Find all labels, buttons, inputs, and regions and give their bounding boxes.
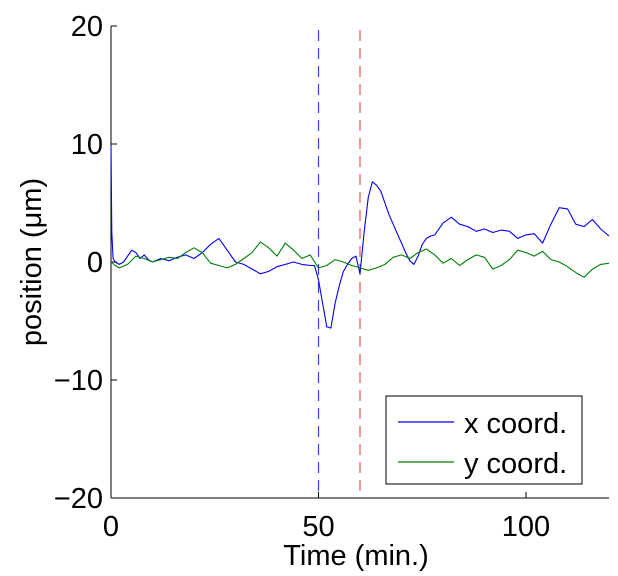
legend-label-y-coord: y coord. (464, 448, 567, 480)
y-tick-label: 0 (87, 247, 103, 279)
series-group (110, 146, 610, 329)
y-axis-label: position (μm) (16, 178, 48, 346)
legend-label-x-coord: x coord. (464, 408, 567, 440)
legend-box (385, 395, 583, 485)
x-tick-label: 100 (502, 511, 550, 543)
x-tick-label: 50 (302, 511, 334, 543)
y-tick-label: 20 (71, 11, 103, 43)
legend: x coord. y coord. (385, 395, 583, 485)
ticks: 0 50 100 −20 −10 0 10 20 (54, 11, 550, 543)
series-line-y-coord (110, 241, 610, 278)
series-line-x-coord (110, 146, 610, 329)
x-axis-label: Time (min.) (283, 540, 429, 572)
y-tick-label: −10 (54, 365, 103, 397)
y-tick-label: −20 (54, 483, 103, 515)
y-tick-label: 10 (71, 129, 103, 161)
reference-lines (317, 30, 361, 498)
x-tick-label: 0 (103, 511, 119, 543)
